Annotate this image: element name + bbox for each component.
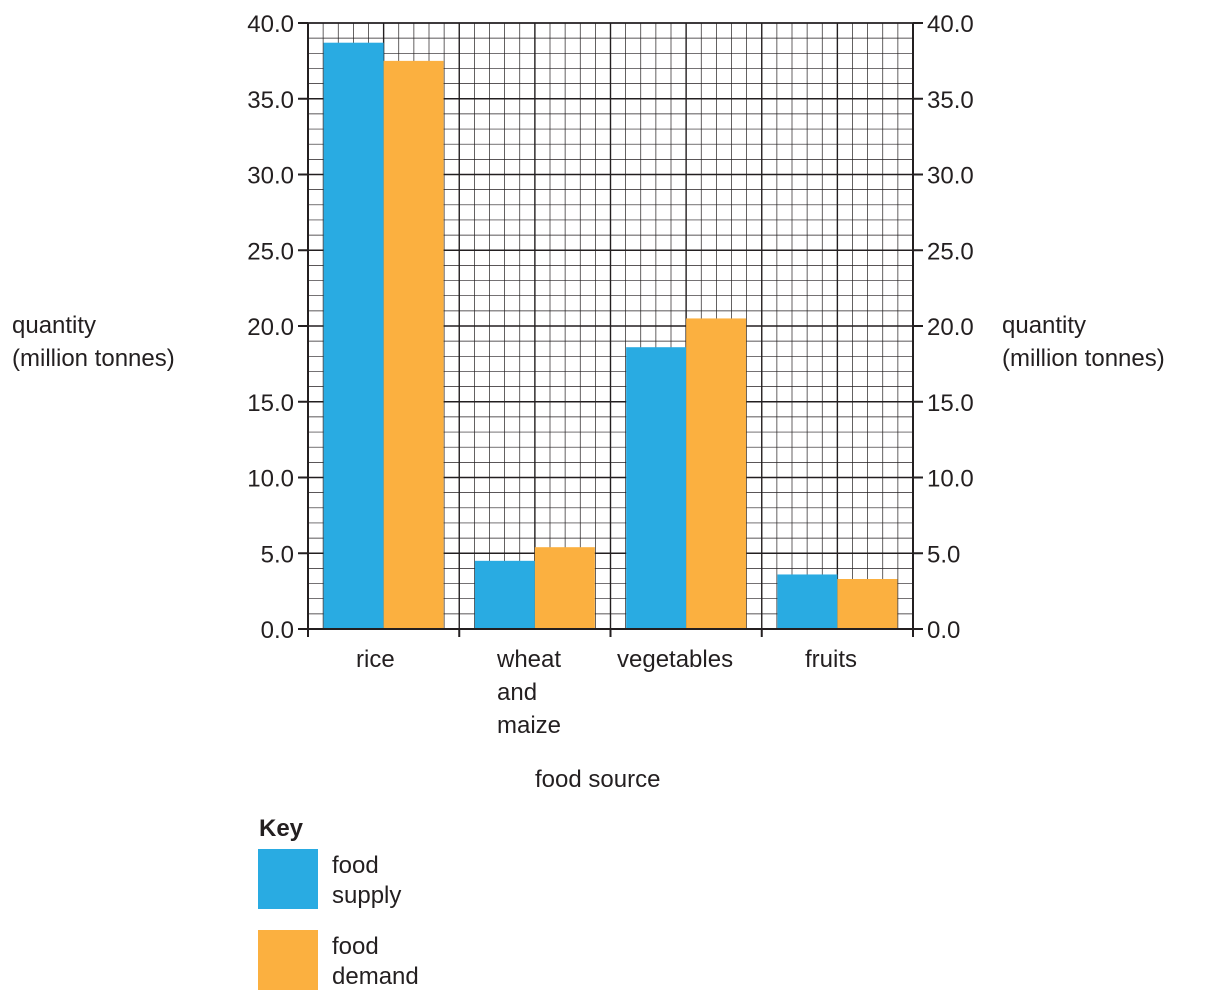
category-label: maize bbox=[497, 712, 561, 739]
y-tick-label-right: 0.0 bbox=[927, 617, 960, 644]
bar-food-supply-rice bbox=[323, 42, 384, 629]
y-tick-label-right: 40.0 bbox=[927, 11, 974, 38]
legend-title: Key bbox=[259, 815, 304, 842]
bar-food-supply-vegetables bbox=[626, 347, 687, 629]
y-axis-title-left: quantity bbox=[12, 312, 96, 339]
axes bbox=[298, 22, 923, 637]
y-tick-label-left: 40.0 bbox=[247, 11, 294, 38]
legend: Key food supply food demand bbox=[258, 815, 419, 990]
labels: 0.0 0.0 5.0 5.0 10.0 10.0 15.0 15.0 20.0 20.0 25.0… bbox=[12, 11, 1165, 793]
legend-swatch-food-demand bbox=[258, 930, 318, 990]
bar-food-demand-rice bbox=[383, 60, 444, 629]
y-tick-label-right: 20.0 bbox=[927, 314, 974, 341]
bar-food-demand-wheat bbox=[534, 547, 595, 629]
category-label: fruits bbox=[805, 646, 857, 673]
category-label: rice bbox=[356, 646, 395, 673]
y-axis-title-left: (million tonnes) bbox=[12, 345, 175, 372]
legend-label: food bbox=[332, 933, 379, 960]
bar-food-demand-fruits bbox=[837, 579, 898, 629]
y-tick-label-left: 15.0 bbox=[247, 390, 294, 417]
y-tick-label-left: 30.0 bbox=[247, 163, 294, 190]
y-axis-title-right: quantity bbox=[1002, 312, 1086, 339]
x-axis-title: food source bbox=[535, 766, 660, 793]
y-tick-label-left: 35.0 bbox=[247, 87, 294, 114]
bar-food-supply-fruits bbox=[777, 574, 838, 629]
bar-food-demand-vegetables bbox=[686, 318, 747, 629]
legend-label: demand bbox=[332, 963, 419, 990]
legend-swatch-food-supply bbox=[258, 849, 318, 909]
y-tick-label-left: 0.0 bbox=[261, 617, 294, 644]
y-tick-label-right: 5.0 bbox=[927, 541, 960, 568]
y-tick-label-left: 5.0 bbox=[261, 541, 294, 568]
y-tick-label-right: 10.0 bbox=[927, 466, 974, 493]
category-label: and bbox=[497, 679, 537, 706]
bar-food-supply-wheat bbox=[474, 560, 535, 629]
y-tick-label-right: 30.0 bbox=[927, 163, 974, 190]
y-tick-label-right: 15.0 bbox=[927, 390, 974, 417]
bars bbox=[323, 42, 898, 629]
category-label: wheat bbox=[496, 646, 561, 673]
category-label: vegetables bbox=[617, 646, 733, 673]
y-tick-label-right: 25.0 bbox=[927, 238, 974, 265]
y-tick-label-left: 10.0 bbox=[247, 466, 294, 493]
legend-label: food bbox=[332, 852, 379, 879]
legend-label: supply bbox=[332, 882, 401, 909]
y-tick-label-left: 20.0 bbox=[247, 314, 294, 341]
y-tick-label-left: 25.0 bbox=[247, 238, 294, 265]
y-tick-label-right: 35.0 bbox=[927, 87, 974, 114]
y-axis-title-right: (million tonnes) bbox=[1002, 345, 1165, 372]
